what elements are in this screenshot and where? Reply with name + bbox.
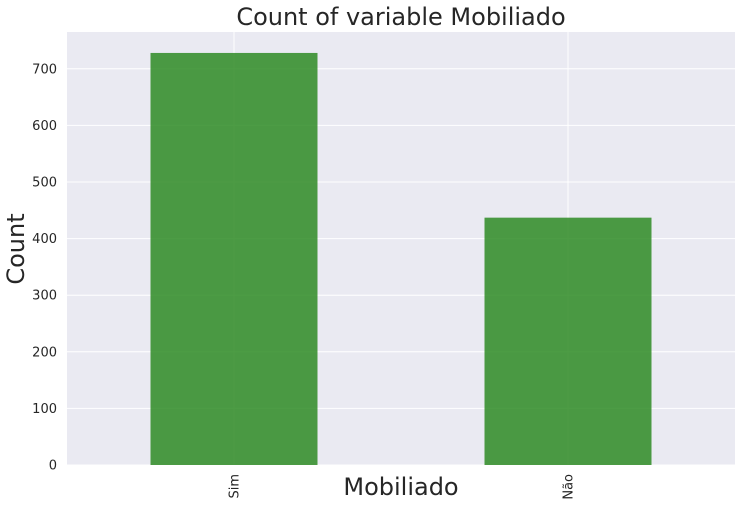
bar-2 <box>484 217 652 465</box>
x-tick-label: Sim <box>228 474 243 499</box>
y-tick-label: 100 <box>32 402 57 417</box>
x-tick-label: Não <box>562 474 577 500</box>
y-axis-title: Count <box>2 213 30 284</box>
bars <box>150 52 652 466</box>
y-tick-label: 700 <box>32 62 57 77</box>
chart-title: Count of variable Mobiliado <box>236 3 565 31</box>
x-tick-labels: Sim Não <box>228 474 577 500</box>
y-tick-label: 500 <box>32 175 57 190</box>
y-tick-label: 0 <box>49 459 57 474</box>
y-tick-label: 300 <box>32 289 57 304</box>
y-tick-label: 600 <box>32 119 57 134</box>
y-tick-labels: 0 100 200 300 400 500 600 700 <box>32 62 57 473</box>
y-tick-label: 200 <box>32 345 57 360</box>
bar-1 <box>150 52 318 466</box>
x-axis-title: Mobiliado <box>343 473 458 501</box>
y-tick-label: 400 <box>32 232 57 247</box>
